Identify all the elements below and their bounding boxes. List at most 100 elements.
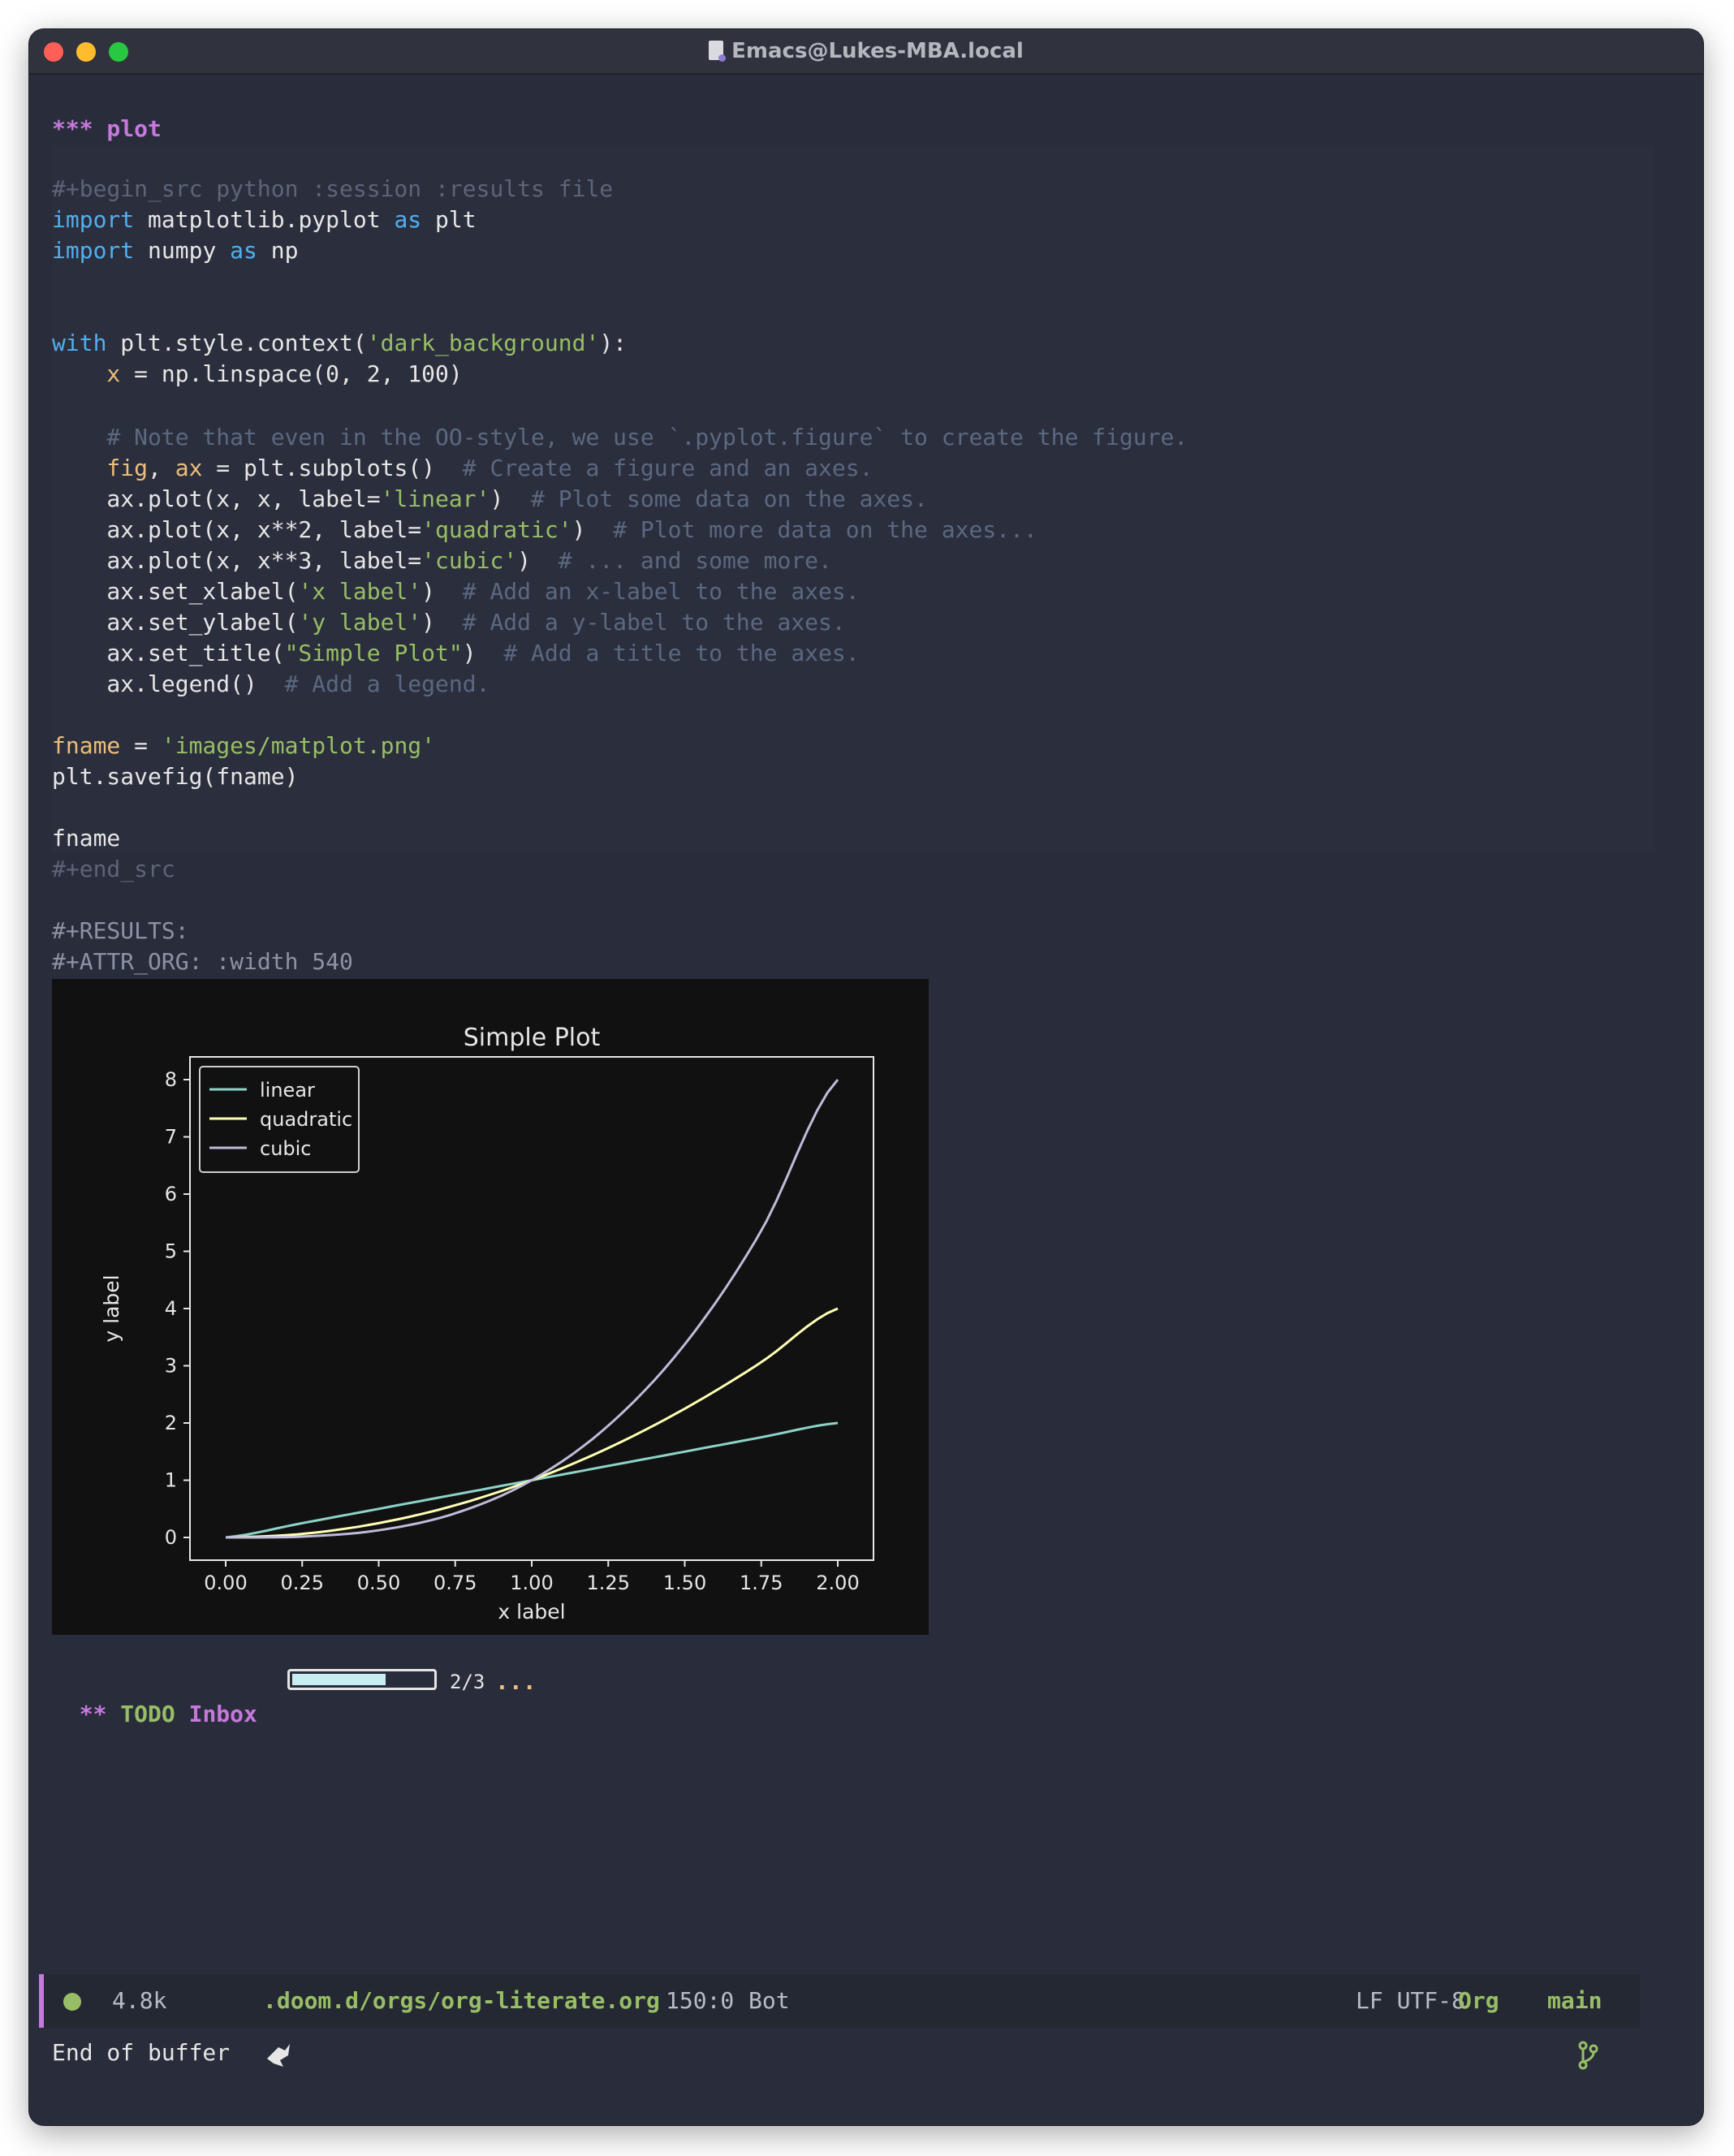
buffer-file-path[interactable]: .doom.d/orgs/org-literate.org — [263, 1987, 660, 2014]
y-tick-label: 8 — [165, 1068, 177, 1091]
heading-stars: ** — [79, 1701, 107, 1727]
comment: # Add a title to the axes. — [503, 640, 860, 666]
code-line[interactable]: ax.plot(x, x**3, label='cubic') # ... an… — [52, 545, 832, 576]
folded-ellipsis[interactable]: ... — [495, 1668, 537, 1695]
code-line[interactable]: fig, ax = plt.subplots() # Create a figu… — [52, 453, 873, 484]
code-line[interactable]: import matplotlib.pyplot as plt — [52, 205, 477, 235]
code-line[interactable]: fname = 'images/matplot.png' — [52, 731, 435, 761]
comment: # ... and some more. — [558, 547, 832, 574]
string: 'x label' — [298, 578, 422, 605]
code-text: = — [120, 732, 162, 759]
legend-label: linear — [260, 1079, 315, 1102]
code-text: ax.set_title( — [52, 640, 285, 666]
code-line[interactable]: x = np.linspace(0, 2, 100) — [52, 359, 463, 390]
org-heading-plot[interactable]: *** plot — [52, 115, 162, 142]
x-tick-label: 1.50 — [663, 1572, 706, 1594]
close-button[interactable] — [44, 42, 63, 62]
code-text: ax.legend() — [52, 671, 285, 697]
cursor-position: 150:0 — [666, 1987, 735, 2014]
comment: # Add a legend. — [284, 671, 490, 697]
comment: # Plot some data on the axes. — [531, 485, 928, 512]
code-text: ax.set_ylabel( — [52, 609, 299, 636]
x-tick-label: 1.75 — [740, 1572, 783, 1594]
y-tick-label: 0 — [165, 1526, 177, 1549]
code-text: plt.style.context( — [106, 330, 367, 356]
code-comment-line[interactable]: # Note that even in the OO-style, we use… — [52, 424, 1188, 451]
legend-label: quadratic — [260, 1108, 352, 1131]
chart-title: Simple Plot — [464, 1024, 601, 1052]
code-text: ) — [572, 516, 614, 543]
major-mode[interactable]: Org — [1458, 1987, 1499, 2014]
todo-heading[interactable]: ** TODO Inbox 2/3 ... — [52, 1666, 537, 1727]
comment: # Plot more data on the axes... — [613, 516, 1037, 543]
y-tick-label: 7 — [165, 1126, 177, 1149]
variable: fname — [52, 732, 121, 759]
scroll-position: Bot — [748, 1987, 790, 2014]
minibuffer-message: End of buffer — [52, 2039, 231, 2066]
zoom-button[interactable] — [109, 42, 128, 62]
buffer-size: 4.8k — [112, 1987, 167, 2014]
x-tick-label: 0.25 — [281, 1572, 324, 1594]
variable: ax — [175, 455, 203, 481]
code-text: ) — [421, 609, 463, 636]
code-line[interactable]: import numpy as np — [52, 235, 298, 266]
code-line[interactable]: ax.set_xlabel('x label') # Add an x-labe… — [52, 576, 860, 607]
simple-plot-chart: 0.00 0.25 0.50 0.75 1.00 1.25 1.50 1.75 2.00 0 1 2 3… — [100, 1024, 874, 1623]
document-icon — [709, 41, 727, 62]
code-text: ax.set_xlabel( — [52, 578, 299, 605]
minimize-button[interactable] — [76, 42, 96, 62]
doom-file-icon — [209, 1974, 293, 2067]
code-text: numpy — [134, 237, 231, 264]
code-line[interactable]: fname — [52, 825, 121, 852]
variable: fig — [52, 455, 149, 481]
code-text: = np.linspace(0, 2, 100) — [120, 360, 463, 387]
code-line[interactable]: ax.legend() # Add a legend. — [52, 669, 490, 700]
variable: x — [52, 360, 121, 387]
x-axis-label: x label — [498, 1600, 565, 1623]
code-line[interactable]: ax.plot(x, x, label='linear') # Plot som… — [52, 484, 928, 515]
end-src-line[interactable]: #+end_src — [52, 856, 175, 882]
string: "Simple Plot" — [284, 640, 463, 666]
code-text: ) — [517, 547, 559, 574]
code-text: plt — [421, 206, 477, 233]
code-text: matplotlib.pyplot — [134, 206, 395, 233]
progress-bar — [287, 1669, 437, 1690]
string: 'images/matplot.png' — [161, 732, 436, 759]
x-tick-label: 0.75 — [434, 1572, 477, 1594]
string: 'y label' — [298, 609, 422, 636]
keyword: as — [394, 206, 422, 233]
code-line[interactable]: ax.plot(x, x**2, label='quadratic') # Pl… — [52, 515, 1037, 545]
git-branch-icon — [1523, 1974, 1598, 2070]
code-line[interactable]: with plt.style.context('dark_background'… — [52, 328, 627, 359]
y-tick-label: 6 — [165, 1183, 177, 1205]
window-title-text: Emacs@Lukes-MBA.local — [731, 39, 1024, 63]
string: 'cubic' — [421, 547, 518, 574]
code-line[interactable]: plt.savefig(fname) — [52, 763, 299, 790]
legend-label: cubic — [260, 1137, 312, 1160]
code-text: ) — [462, 640, 504, 666]
code-line[interactable]: ax.set_ylabel('y label') # Add a y-label… — [52, 607, 845, 638]
attr-org-line[interactable]: #+ATTR_ORG: :width 540 — [52, 948, 353, 975]
title-bar: Emacs@Lukes-MBA.local — [29, 29, 1703, 75]
comment: # Create a figure and an axes. — [462, 455, 873, 481]
x-tick-label: 2.00 — [816, 1572, 859, 1594]
progress-text: 2/3 — [450, 1671, 485, 1693]
keyword: import — [52, 206, 135, 233]
encoding-indicator[interactable]: LF UTF-8 — [1356, 1987, 1465, 2014]
git-branch[interactable]: main — [1547, 1987, 1602, 2014]
modified-dot-icon — [63, 1993, 81, 2011]
keyword: with — [52, 330, 107, 356]
y-axis-label: y label — [100, 1274, 123, 1342]
y-tick-label: 5 — [165, 1240, 177, 1263]
code-text: np — [257, 237, 299, 264]
begin-src-line[interactable]: #+begin_src python :session :results fil… — [52, 175, 614, 202]
progress-fill — [292, 1674, 386, 1685]
code-line[interactable]: ax.set_title("Simple Plot") # Add a titl… — [52, 638, 860, 669]
y-tick-label: 4 — [165, 1297, 177, 1320]
x-tick-label: 0.50 — [357, 1572, 400, 1594]
results-keyword[interactable]: #+RESULTS: — [52, 917, 189, 944]
modeline: 4.8k .doom.d/orgs/org-literate.org 150:0… — [39, 1974, 1640, 2070]
window-title: Emacs@Lukes-MBA.local — [29, 29, 1703, 73]
src-block-background — [52, 145, 1654, 853]
comment: # Add an x-label to the axes. — [462, 578, 860, 605]
